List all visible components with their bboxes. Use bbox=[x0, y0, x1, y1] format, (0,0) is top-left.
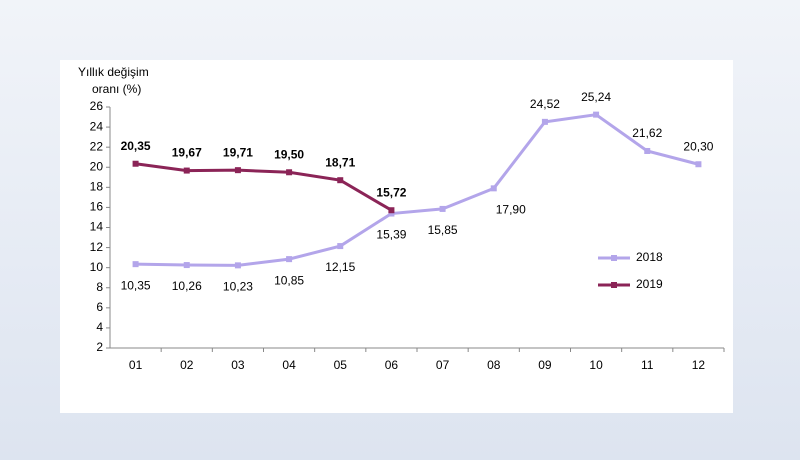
y-tick-label: 14 bbox=[90, 220, 104, 234]
data-label: 10,85 bbox=[274, 273, 304, 287]
data-label: 20,30 bbox=[683, 139, 713, 153]
y-tick-label: 16 bbox=[90, 200, 104, 214]
marker bbox=[388, 207, 395, 214]
data-label: 15,39 bbox=[376, 228, 406, 242]
marker bbox=[183, 262, 190, 269]
series-line bbox=[135, 162, 393, 212]
marker bbox=[541, 118, 548, 125]
x-tick-label: 11 bbox=[641, 358, 654, 372]
marker bbox=[644, 147, 651, 154]
y-tick-label: 22 bbox=[90, 139, 104, 153]
x-tick-label: 07 bbox=[436, 358, 450, 372]
y-tick-label: 6 bbox=[96, 300, 103, 314]
data-label: 10,35 bbox=[121, 278, 151, 292]
data-label: 20,35 bbox=[121, 139, 151, 153]
data-label: 19,71 bbox=[223, 145, 253, 159]
y-tick-label: 10 bbox=[90, 260, 104, 274]
data-label: 12,15 bbox=[325, 260, 355, 274]
marker bbox=[234, 167, 241, 174]
marker bbox=[337, 177, 344, 184]
marker bbox=[490, 185, 497, 192]
legend-marker bbox=[611, 255, 617, 261]
marker bbox=[286, 169, 293, 176]
marker bbox=[593, 111, 600, 118]
marker bbox=[183, 167, 190, 174]
data-label: 19,67 bbox=[172, 146, 202, 160]
legend-label: 2019 bbox=[636, 277, 663, 291]
data-label: 21,62 bbox=[632, 126, 662, 140]
data-label: 10,23 bbox=[223, 280, 253, 294]
data-label: 18,71 bbox=[325, 155, 355, 169]
marker bbox=[388, 210, 395, 217]
y-axis-label: oranı (%) bbox=[92, 82, 141, 96]
x-tick-label: 10 bbox=[589, 358, 603, 372]
y-tick-label: 4 bbox=[96, 320, 103, 334]
y-tick-label: 26 bbox=[90, 99, 104, 113]
data-label: 24,52 bbox=[530, 97, 560, 111]
x-tick-label: 02 bbox=[180, 358, 194, 372]
x-tick-label: 08 bbox=[487, 358, 501, 372]
legend-marker bbox=[611, 282, 617, 288]
x-tick-label: 12 bbox=[692, 358, 706, 372]
y-axis-label: Yıllık değişim bbox=[78, 65, 149, 79]
marker bbox=[234, 262, 241, 269]
chart-panel bbox=[60, 60, 733, 413]
marker bbox=[286, 256, 293, 263]
marker bbox=[439, 205, 446, 212]
x-tick-label: 03 bbox=[231, 358, 245, 372]
y-tick-label: 8 bbox=[96, 280, 103, 294]
y-tick-label: 18 bbox=[90, 180, 104, 194]
legend-label: 2018 bbox=[636, 250, 663, 264]
marker bbox=[132, 261, 139, 268]
data-label: 15,85 bbox=[428, 223, 458, 237]
x-tick-label: 06 bbox=[385, 358, 399, 372]
series-line bbox=[135, 113, 699, 267]
x-tick-label: 05 bbox=[334, 358, 348, 372]
x-tick-label: 04 bbox=[282, 358, 296, 372]
marker bbox=[132, 160, 139, 167]
data-label: 25,24 bbox=[581, 90, 611, 104]
x-tick-label: 09 bbox=[538, 358, 552, 372]
y-tick-label: 12 bbox=[90, 240, 104, 254]
data-label: 15,72 bbox=[376, 185, 406, 199]
marker bbox=[337, 243, 344, 250]
x-tick-label: 01 bbox=[129, 358, 143, 372]
y-tick-label: 2 bbox=[96, 340, 103, 354]
y-tick-label: 20 bbox=[90, 159, 104, 173]
y-tick-label: 24 bbox=[90, 119, 104, 133]
data-label: 17,90 bbox=[496, 203, 526, 217]
marker bbox=[695, 161, 702, 168]
data-label: 19,50 bbox=[274, 147, 304, 161]
data-label: 10,26 bbox=[172, 279, 202, 293]
